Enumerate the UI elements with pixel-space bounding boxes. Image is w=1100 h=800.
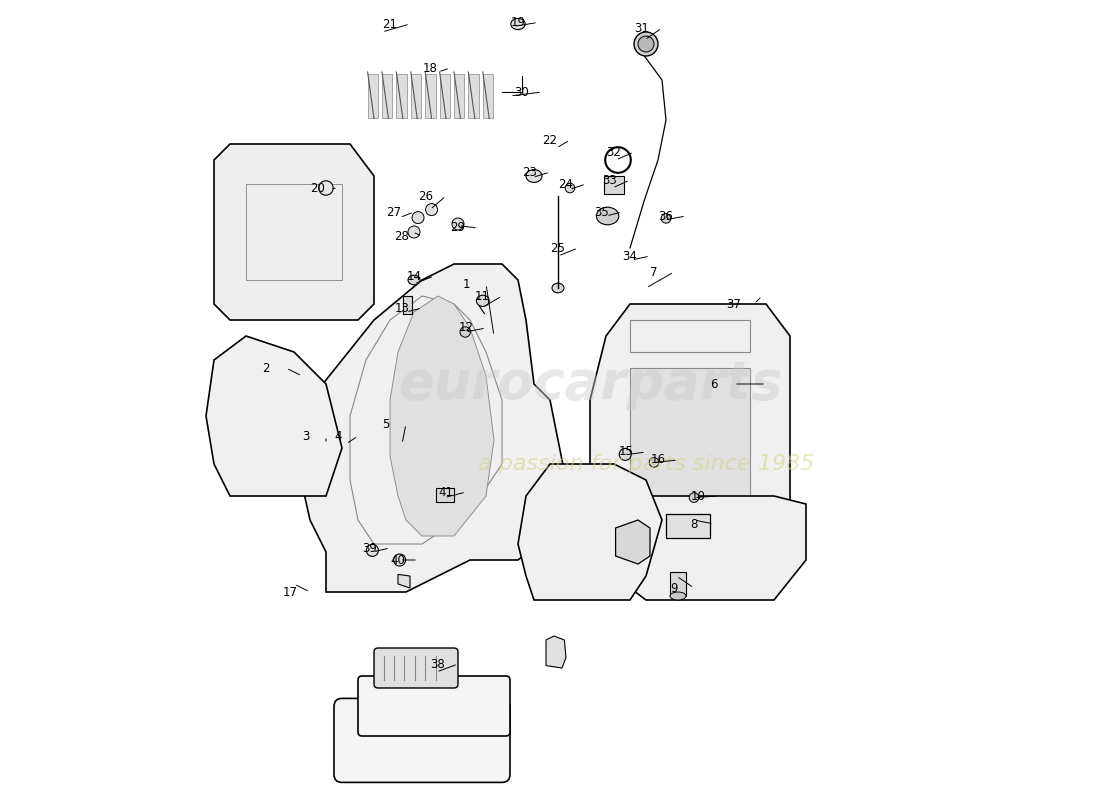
Text: 13: 13: [395, 302, 409, 314]
Ellipse shape: [670, 592, 686, 600]
Polygon shape: [590, 304, 790, 560]
Text: 20: 20: [310, 182, 326, 194]
Ellipse shape: [476, 295, 490, 306]
Ellipse shape: [408, 226, 420, 238]
Ellipse shape: [460, 326, 471, 338]
Ellipse shape: [394, 554, 406, 566]
Bar: [454, 74, 464, 118]
Bar: [403, 296, 412, 314]
Bar: [483, 74, 493, 118]
Text: 4: 4: [334, 430, 342, 442]
Ellipse shape: [649, 458, 659, 467]
Text: a passion for parts since 1985: a passion for parts since 1985: [477, 454, 814, 474]
FancyBboxPatch shape: [358, 676, 510, 736]
Text: 1: 1: [462, 278, 470, 290]
Bar: [410, 74, 421, 118]
Text: 6: 6: [711, 378, 717, 390]
FancyBboxPatch shape: [334, 698, 510, 782]
Polygon shape: [214, 144, 374, 320]
Bar: [246, 184, 342, 280]
Text: 7: 7: [650, 266, 658, 278]
Text: 10: 10: [691, 490, 705, 502]
Polygon shape: [546, 636, 566, 668]
Text: 21: 21: [383, 18, 397, 30]
Polygon shape: [614, 496, 806, 600]
Bar: [666, 514, 710, 538]
Ellipse shape: [619, 448, 631, 460]
Text: 34: 34: [623, 250, 637, 262]
Text: 37: 37: [727, 298, 741, 310]
Text: 25: 25: [551, 242, 565, 254]
Bar: [382, 74, 393, 118]
Text: 18: 18: [422, 62, 438, 74]
Ellipse shape: [596, 207, 619, 225]
Ellipse shape: [452, 218, 464, 230]
Polygon shape: [518, 464, 662, 600]
Ellipse shape: [552, 283, 564, 293]
Text: 31: 31: [635, 22, 649, 34]
Ellipse shape: [526, 170, 542, 182]
Ellipse shape: [408, 275, 420, 285]
Text: 26: 26: [418, 190, 433, 202]
Text: 35: 35: [595, 206, 609, 218]
Text: 3: 3: [302, 430, 310, 442]
Ellipse shape: [426, 204, 438, 215]
Text: 19: 19: [510, 16, 526, 29]
Text: 29: 29: [451, 222, 465, 234]
Text: 14: 14: [407, 270, 421, 282]
Text: eurocarparts: eurocarparts: [398, 358, 782, 410]
Text: 38: 38: [430, 658, 446, 670]
Text: 17: 17: [283, 586, 297, 598]
Bar: [604, 176, 625, 194]
Polygon shape: [206, 336, 342, 496]
Text: 22: 22: [542, 134, 558, 146]
Text: 9: 9: [670, 582, 678, 594]
Polygon shape: [398, 574, 410, 588]
Bar: [469, 74, 478, 118]
Ellipse shape: [510, 18, 525, 30]
Polygon shape: [390, 296, 494, 536]
Bar: [437, 488, 454, 502]
Text: 2: 2: [262, 362, 270, 374]
Text: 28: 28: [395, 230, 409, 242]
Text: 5: 5: [383, 418, 389, 430]
Bar: [670, 572, 686, 596]
Bar: [630, 320, 750, 352]
Text: 11: 11: [474, 290, 490, 302]
Ellipse shape: [565, 183, 575, 193]
Ellipse shape: [661, 214, 671, 223]
Ellipse shape: [638, 36, 654, 52]
Bar: [396, 74, 407, 118]
Text: 32: 32: [606, 146, 621, 158]
Text: 27: 27: [386, 206, 402, 218]
Text: 8: 8: [691, 518, 697, 530]
Ellipse shape: [690, 493, 698, 502]
Text: 41: 41: [439, 486, 453, 498]
Text: 15: 15: [618, 446, 634, 458]
Polygon shape: [294, 264, 566, 592]
Bar: [440, 74, 450, 118]
Polygon shape: [616, 520, 650, 564]
Text: 33: 33: [603, 174, 617, 186]
Text: 24: 24: [559, 178, 573, 190]
Text: 36: 36: [659, 210, 673, 222]
Text: 23: 23: [522, 166, 538, 178]
Ellipse shape: [366, 544, 378, 557]
Ellipse shape: [412, 212, 424, 223]
Text: 12: 12: [459, 322, 473, 334]
Bar: [367, 74, 378, 118]
Text: 40: 40: [390, 554, 406, 566]
FancyBboxPatch shape: [374, 648, 458, 688]
Text: 39: 39: [363, 542, 377, 554]
Ellipse shape: [319, 181, 333, 195]
Ellipse shape: [634, 32, 658, 56]
Bar: [426, 74, 436, 118]
Text: 30: 30: [515, 86, 529, 98]
Bar: [630, 368, 750, 496]
Text: 16: 16: [650, 454, 666, 466]
